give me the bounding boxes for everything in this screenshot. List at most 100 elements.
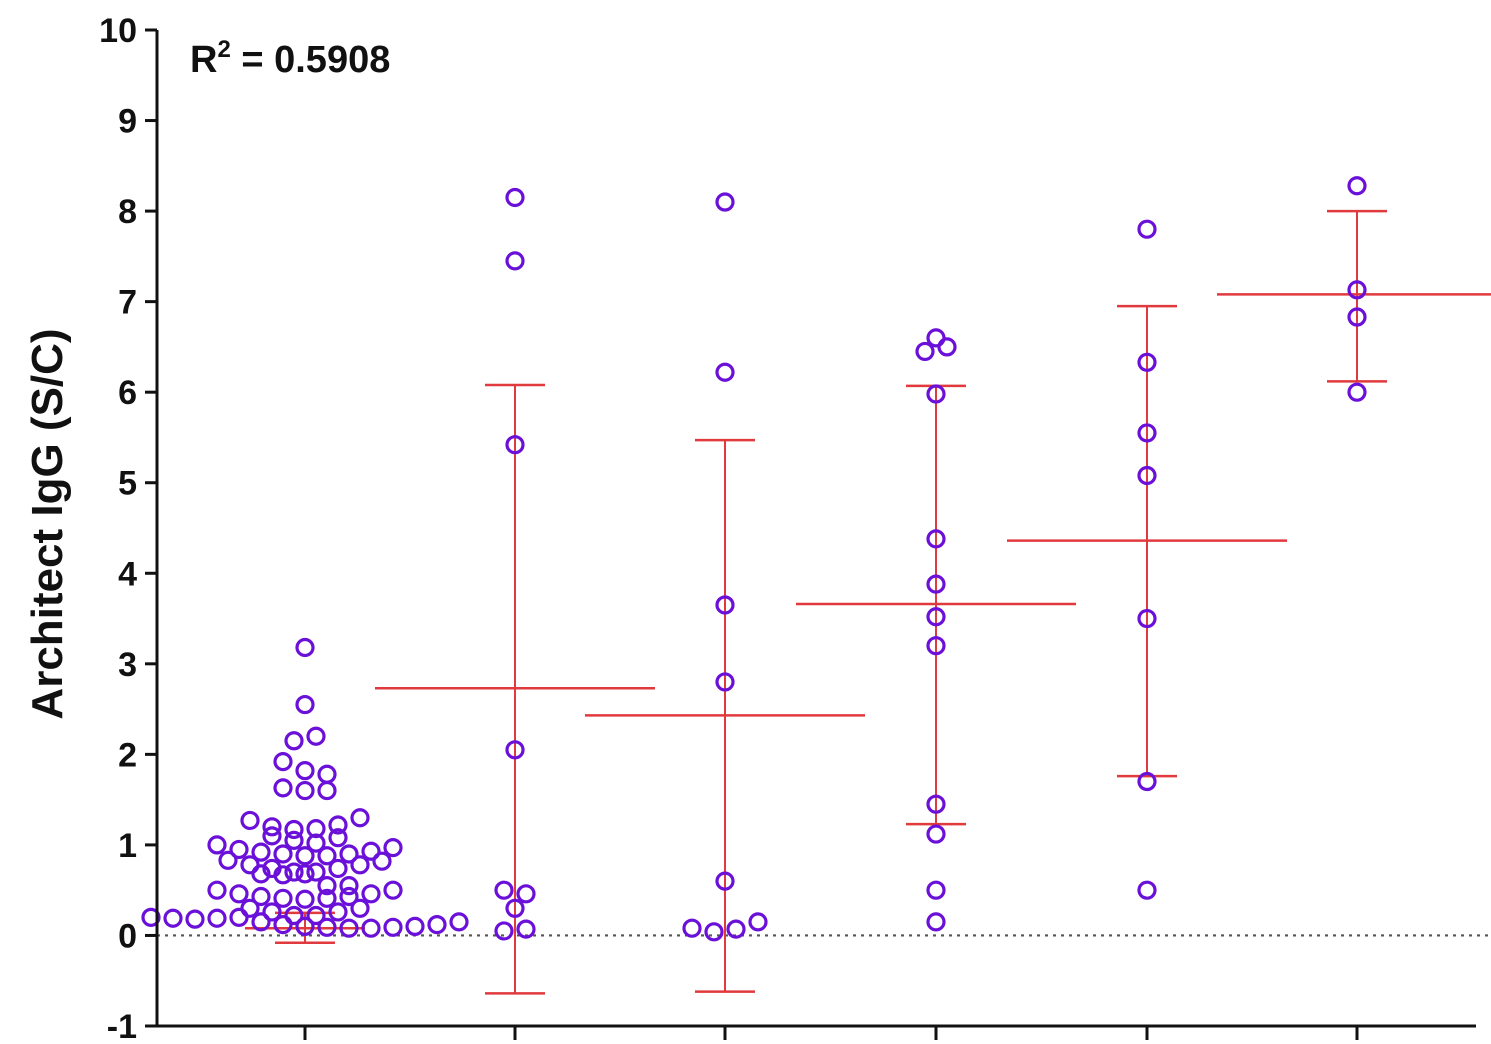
data-point-group-1 [372, 851, 392, 871]
data-point-group-4 [926, 574, 946, 594]
data-point-group-1 [163, 908, 183, 928]
data-point-group-1 [339, 918, 359, 938]
data-point-group-5 [1137, 608, 1157, 629]
data-point-group-1 [383, 917, 403, 937]
data-point-group-1 [273, 778, 293, 798]
data-point-group-2 [516, 919, 536, 939]
y-tick-label: 9 [118, 103, 137, 141]
data-point-group-1 [262, 817, 282, 837]
data-point-group-5 [1137, 352, 1157, 372]
data-point-group-1 [328, 828, 348, 848]
data-point-group-6 [1347, 280, 1367, 300]
data-point-group-1 [262, 858, 282, 879]
data-point-group-1 [328, 858, 348, 879]
data-point-group-2 [516, 884, 536, 904]
data-point-group-4 [926, 824, 946, 844]
data-point-group-4 [926, 880, 946, 900]
data-point-group-1 [295, 761, 315, 781]
y-tick-label: 8 [118, 193, 137, 231]
data-point-group-1 [251, 842, 271, 862]
data-point-group-1 [284, 731, 304, 751]
data-point-group-1 [295, 694, 315, 715]
axes-layer: -1 0 1 2 3 4 5 6 7 8 9 10 [99, 12, 1476, 1044]
data-point-group-1 [339, 886, 359, 907]
data-point-group-1 [295, 864, 315, 884]
data-point-group-1 [295, 846, 315, 866]
data-point-group-6 [1347, 307, 1367, 327]
data-point-group-3 [715, 362, 735, 382]
data-point-group-1 [427, 914, 447, 935]
data-point-group-2 [494, 880, 514, 900]
data-point-group-5 [1137, 771, 1157, 792]
data-point-group-3 [682, 918, 702, 938]
y-tick-label: 1 [118, 827, 137, 865]
data-point-group-3 [715, 192, 735, 212]
r-squared-value: = 0.5908 [231, 39, 391, 81]
data-point-group-2 [505, 740, 525, 760]
data-point-group-2 [505, 898, 525, 918]
data-point-group-6 [1347, 176, 1367, 196]
data-point-group-3 [715, 595, 735, 615]
data-point-group-1 [306, 726, 326, 746]
data-point-group-1 [251, 912, 271, 932]
y-tick-label: 5 [118, 465, 137, 503]
data-point-group-1 [350, 855, 370, 875]
data-point-group-1 [295, 637, 315, 658]
data-point-group-1 [229, 884, 249, 904]
data-point-group-3 [715, 871, 735, 891]
data-point-group-2 [505, 435, 525, 455]
data-point-group-1 [284, 862, 304, 882]
data-point-group-1 [317, 846, 337, 866]
y-tick-label: 7 [118, 284, 137, 322]
data-point-group-1 [295, 889, 315, 909]
data-point-group-1 [273, 888, 293, 908]
data-point-group-1 [317, 888, 337, 908]
data-point-group-1 [339, 876, 359, 896]
data-point-group-1 [306, 819, 326, 839]
data-point-group-1 [317, 876, 337, 896]
r-squared-base: R [190, 39, 217, 81]
y-tick-label: 0 [118, 917, 137, 955]
data-point-group-2 [505, 251, 525, 271]
data-point-group-1 [328, 902, 348, 922]
data-point-group-1 [317, 780, 337, 801]
data-point-group-2 [505, 187, 525, 208]
data-point-group-1 [350, 898, 370, 918]
data-point-group-1 [207, 835, 227, 855]
y-tick-label: 4 [118, 555, 137, 593]
data-point-group-3 [704, 922, 724, 942]
data-points-layer [141, 176, 1367, 942]
data-point-group-1 [284, 819, 304, 840]
data-point-group-4 [926, 636, 946, 656]
data-point-group-5 [1137, 219, 1157, 239]
data-point-group-1 [306, 905, 326, 926]
data-point-group-1 [449, 912, 469, 932]
data-point-group-1 [295, 916, 315, 937]
data-point-group-2 [494, 921, 514, 941]
data-point-group-6 [1347, 382, 1367, 402]
data-point-group-1 [295, 780, 315, 801]
data-point-group-1 [317, 764, 337, 784]
y-tick-label: 6 [118, 374, 137, 412]
data-point-group-1 [306, 862, 326, 882]
r-squared-superscript: 2 [217, 36, 230, 63]
data-point-group-1 [207, 880, 227, 900]
data-point-group-1 [207, 908, 227, 928]
data-point-group-1 [383, 838, 403, 858]
data-point-group-1 [383, 880, 403, 900]
y-axis-title: Architect IgG (S/C) [23, 328, 72, 719]
data-point-group-5 [1137, 465, 1157, 486]
data-point-group-1 [328, 815, 348, 835]
data-point-group-4 [926, 529, 946, 549]
y-tick-label: 10 [99, 12, 137, 50]
data-point-group-1 [284, 830, 304, 850]
data-point-group-1 [229, 839, 249, 860]
data-point-group-1 [361, 841, 381, 861]
data-point-group-1 [284, 905, 304, 926]
y-tick-label: 3 [118, 646, 137, 684]
data-point-group-4 [915, 341, 935, 362]
summary-bars-layer [245, 209, 1491, 995]
data-point-group-1 [350, 808, 370, 828]
data-point-group-1 [185, 909, 205, 929]
